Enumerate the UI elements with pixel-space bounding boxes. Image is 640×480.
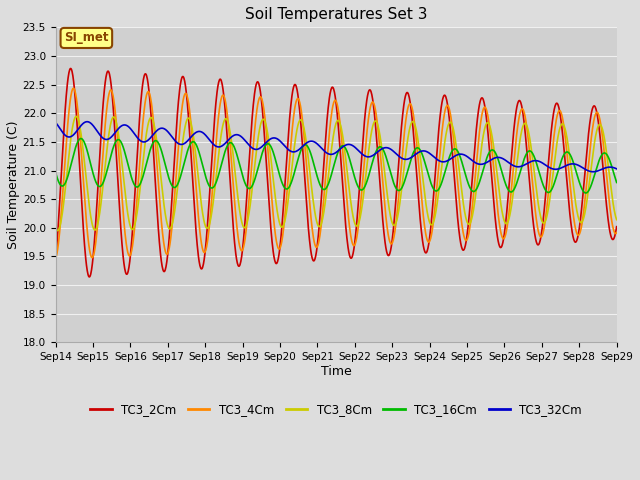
TC3_32Cm xyxy=(163,128,171,134)
TC3_4Cm xyxy=(240,244,248,250)
TC3_32Cm xyxy=(52,120,60,125)
Legend: TC3_2Cm, TC3_4Cm, TC3_8Cm, TC3_16Cm, TC3_32Cm: TC3_2Cm, TC3_4Cm, TC3_8Cm, TC3_16Cm, TC3… xyxy=(86,399,587,421)
TC3_16Cm xyxy=(612,180,620,185)
TC3_32Cm xyxy=(497,155,505,161)
TC3_8Cm xyxy=(52,225,60,231)
TC3_8Cm xyxy=(164,222,172,228)
TC3_32Cm xyxy=(424,149,431,155)
Line: TC3_2Cm: TC3_2Cm xyxy=(56,69,616,277)
TC3_8Cm xyxy=(240,225,248,230)
TC3_16Cm xyxy=(77,136,85,142)
TC3_8Cm xyxy=(547,189,555,195)
TC3_8Cm xyxy=(424,213,432,219)
TC3_2Cm xyxy=(67,66,74,72)
TC3_32Cm xyxy=(589,169,597,175)
TC3_4Cm xyxy=(52,255,60,261)
TC3_16Cm xyxy=(497,166,505,171)
TC3_8Cm xyxy=(72,114,80,120)
Y-axis label: Soil Temperature (C): Soil Temperature (C) xyxy=(7,120,20,249)
Line: TC3_4Cm: TC3_4Cm xyxy=(56,88,616,258)
Title: Soil Temperatures Set 3: Soil Temperatures Set 3 xyxy=(245,7,428,22)
TC3_16Cm xyxy=(582,190,589,196)
TC3_2Cm xyxy=(240,232,248,238)
TC3_2Cm xyxy=(164,252,172,258)
TC3_32Cm xyxy=(547,165,554,171)
TC3_16Cm xyxy=(547,189,554,194)
TC3_2Cm xyxy=(547,133,555,139)
TC3_2Cm xyxy=(177,77,185,83)
TC3_2Cm xyxy=(85,274,93,280)
TC3_8Cm xyxy=(54,228,61,233)
TC3_4Cm xyxy=(547,169,554,175)
TC3_8Cm xyxy=(497,204,505,209)
Line: TC3_8Cm: TC3_8Cm xyxy=(56,117,616,230)
TC3_16Cm xyxy=(163,169,171,175)
TC3_2Cm xyxy=(612,224,620,229)
TC3_8Cm xyxy=(612,217,620,223)
Text: SI_met: SI_met xyxy=(64,32,109,45)
TC3_4Cm xyxy=(612,230,620,236)
TC3_2Cm xyxy=(424,245,432,251)
TC3_16Cm xyxy=(240,176,248,182)
TC3_16Cm xyxy=(424,169,431,175)
TC3_16Cm xyxy=(177,173,185,179)
TC3_32Cm xyxy=(177,142,185,147)
TC3_2Cm xyxy=(52,256,60,262)
TC3_32Cm xyxy=(83,119,91,125)
TC3_8Cm xyxy=(177,151,185,157)
X-axis label: Time: Time xyxy=(321,365,351,378)
Line: TC3_32Cm: TC3_32Cm xyxy=(56,122,616,172)
TC3_4Cm xyxy=(70,85,77,91)
TC3_4Cm xyxy=(424,238,431,244)
TC3_4Cm xyxy=(177,115,185,121)
TC3_16Cm xyxy=(52,170,60,176)
TC3_2Cm xyxy=(497,244,505,250)
TC3_32Cm xyxy=(612,166,620,172)
TC3_4Cm xyxy=(497,229,505,235)
Line: TC3_16Cm: TC3_16Cm xyxy=(56,139,616,193)
TC3_32Cm xyxy=(240,136,248,142)
TC3_4Cm xyxy=(163,251,171,257)
